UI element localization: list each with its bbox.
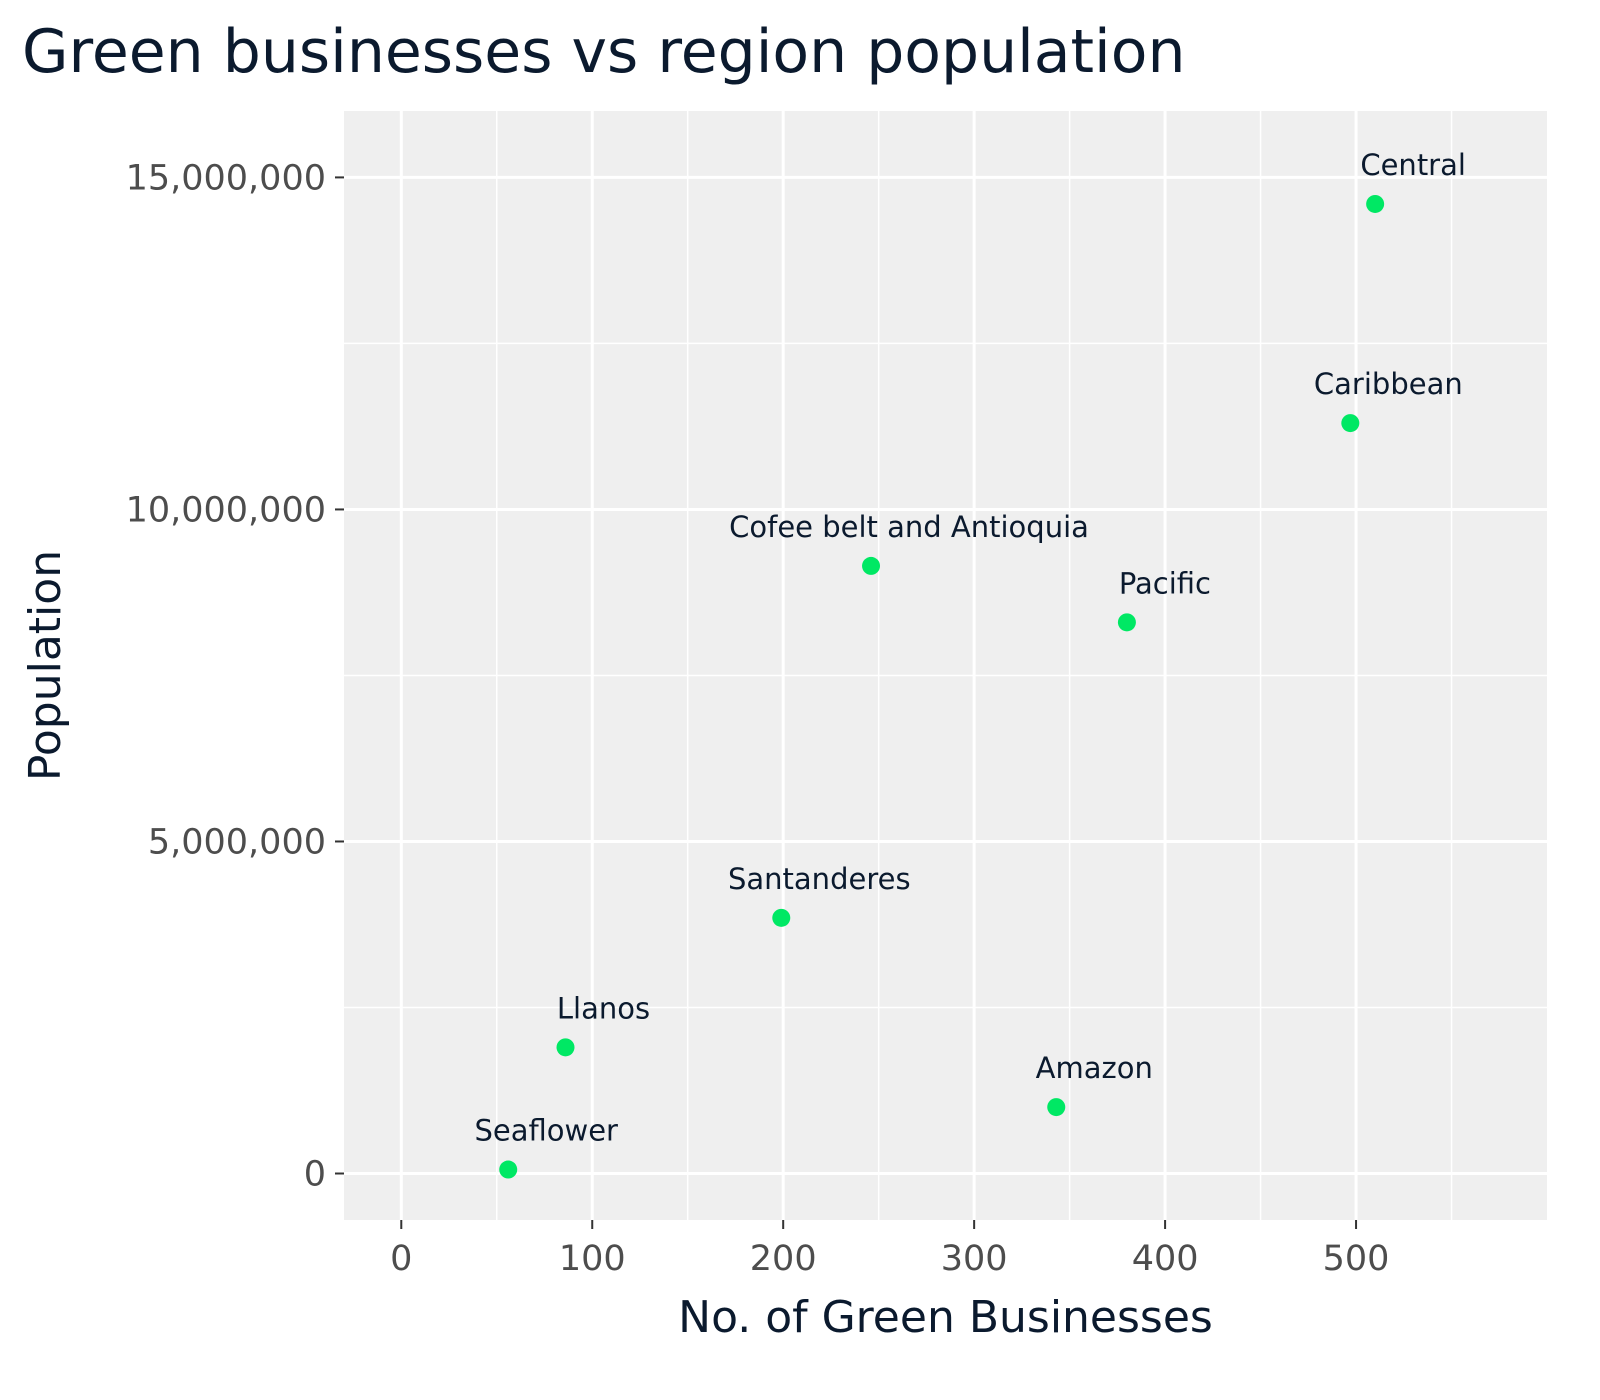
data-points xyxy=(499,194,1385,1179)
y-tick-label: 10,000,000 xyxy=(126,490,326,530)
data-point xyxy=(1341,414,1360,433)
data-point xyxy=(499,1160,518,1179)
point-label: Central xyxy=(1360,148,1466,182)
point-label: Llanos xyxy=(557,991,650,1025)
point-label: Seaflower xyxy=(474,1114,618,1148)
data-point xyxy=(862,556,881,575)
minor-gridlines xyxy=(344,111,1547,1220)
x-axis-title: No. of Green Businesses xyxy=(678,1292,1213,1343)
y-tick-label: 0 xyxy=(304,1155,326,1195)
point-label: Caribbean xyxy=(1314,367,1463,401)
data-point xyxy=(1366,194,1385,213)
data-point xyxy=(556,1038,575,1057)
y-axis: 0 5,000,000 10,000,000 15,000,000 xyxy=(126,158,344,1195)
x-tick-label: 100 xyxy=(559,1239,626,1279)
point-label: Amazon xyxy=(1036,1051,1153,1085)
x-tick-label: 300 xyxy=(941,1239,1008,1279)
point-label: Cofee belt and Antioquia xyxy=(729,510,1089,544)
x-tick-label: 200 xyxy=(750,1239,817,1279)
x-tick-label: 0 xyxy=(390,1239,412,1279)
point-label: Pacific xyxy=(1119,566,1211,600)
data-point xyxy=(1117,613,1136,632)
point-labels: Central Caribbean Cofee belt and Antioquia… xyxy=(474,148,1465,1148)
x-tick-label: 500 xyxy=(1323,1239,1390,1279)
data-point xyxy=(772,908,791,927)
major-gridlines xyxy=(344,111,1547,1220)
data-point xyxy=(1047,1098,1066,1117)
x-axis: 0 100 200 300 400 500 xyxy=(390,1220,1389,1279)
y-tick-label: 15,000,000 xyxy=(126,158,326,198)
plot-panel xyxy=(344,111,1547,1220)
chart-title: Green businesses vs region population xyxy=(22,17,1185,87)
x-tick-label: 400 xyxy=(1132,1239,1199,1279)
y-axis-title: Population xyxy=(20,550,71,781)
point-label: Santanderes xyxy=(728,862,911,896)
y-tick-label: 5,000,000 xyxy=(148,822,326,862)
